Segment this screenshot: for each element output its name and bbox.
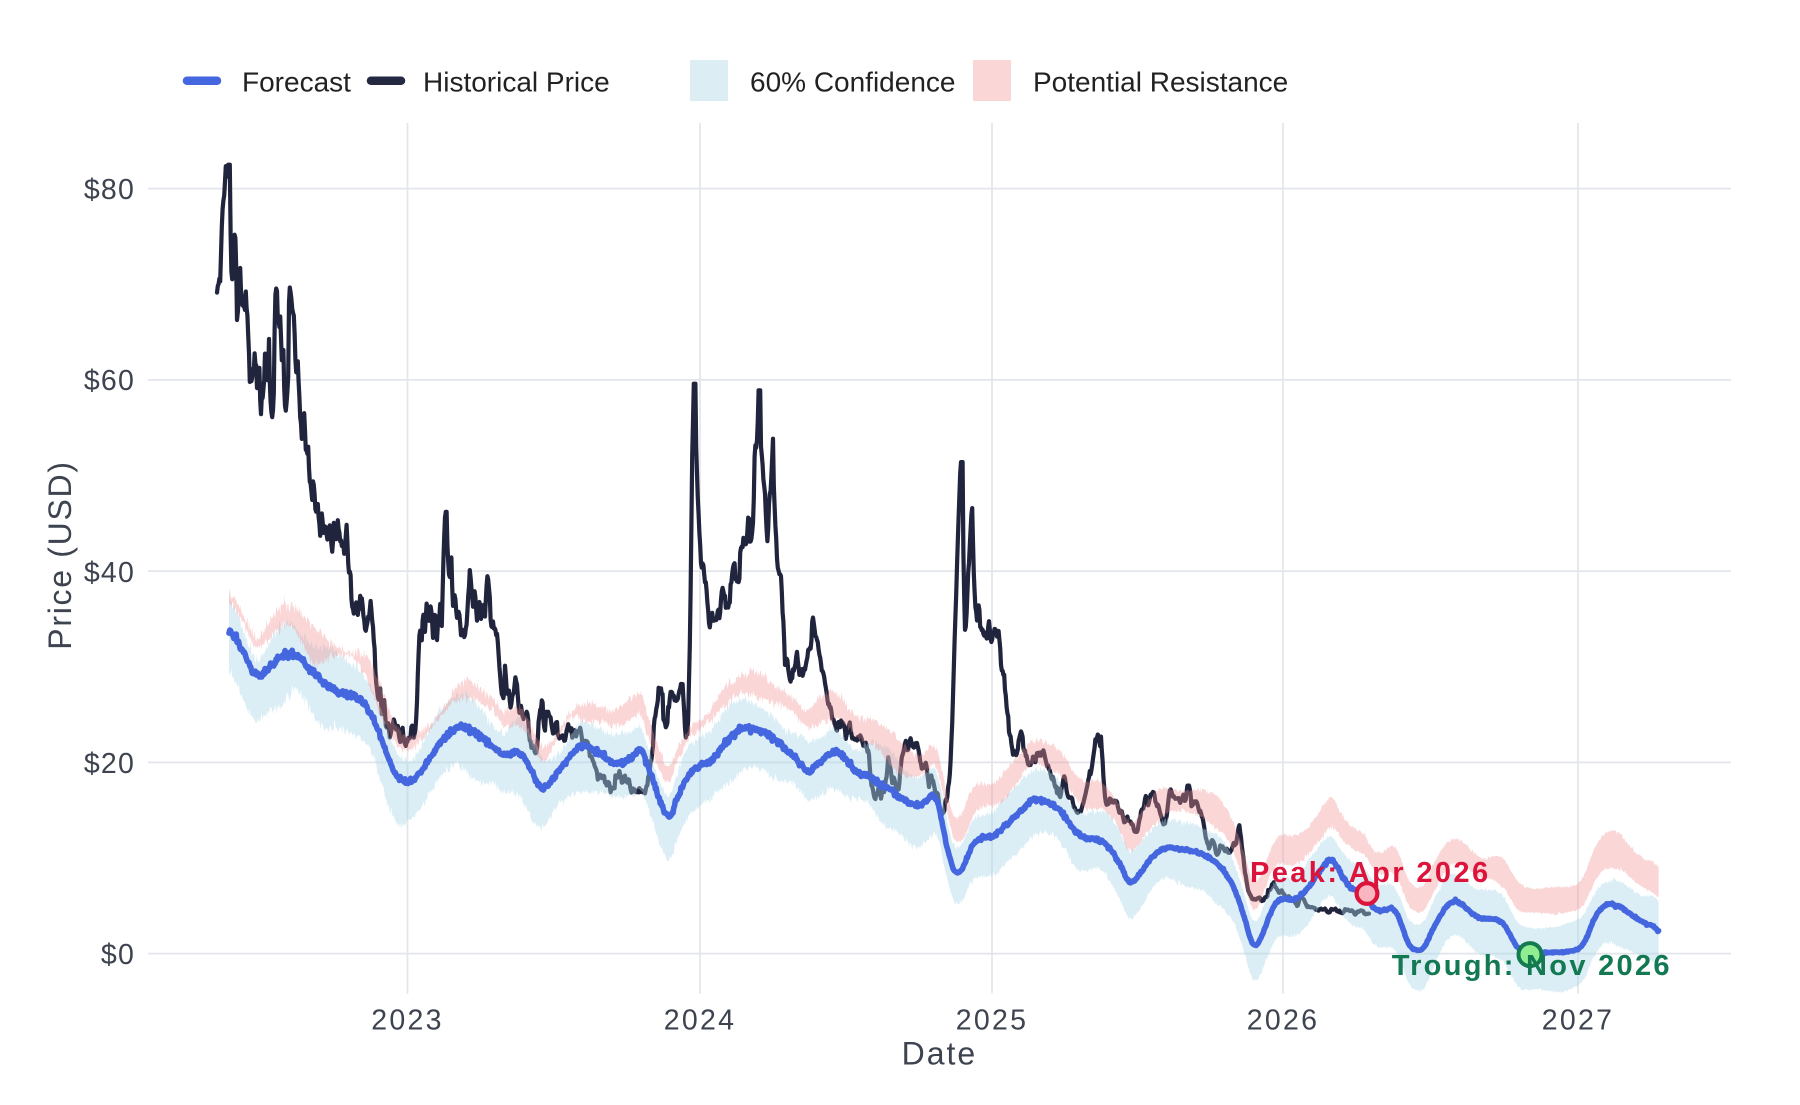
svg-text:$0: $0: [101, 939, 135, 971]
svg-text:2027: 2027: [1542, 1004, 1615, 1036]
svg-text:Historical Price: Historical Price: [423, 67, 610, 98]
svg-text:$60: $60: [84, 365, 135, 397]
svg-text:Forecast: Forecast: [242, 67, 351, 98]
svg-text:$20: $20: [84, 748, 135, 780]
svg-text:Peak: Apr 2026: Peak: Apr 2026: [1250, 857, 1490, 889]
svg-text:2024: 2024: [664, 1004, 737, 1036]
svg-text:2026: 2026: [1247, 1004, 1320, 1036]
svg-text:Potential Resistance: Potential Resistance: [1033, 67, 1288, 98]
svg-text:Date: Date: [902, 1036, 978, 1072]
svg-text:2023: 2023: [371, 1004, 444, 1036]
svg-text:2025: 2025: [956, 1004, 1029, 1036]
svg-text:Trough: Nov 2026: Trough: Nov 2026: [1392, 950, 1672, 982]
svg-text:$80: $80: [84, 174, 135, 206]
svg-text:Price (USD): Price (USD): [42, 460, 78, 649]
svg-text:60% Confidence: 60% Confidence: [750, 67, 955, 98]
svg-text:$40: $40: [84, 557, 135, 589]
